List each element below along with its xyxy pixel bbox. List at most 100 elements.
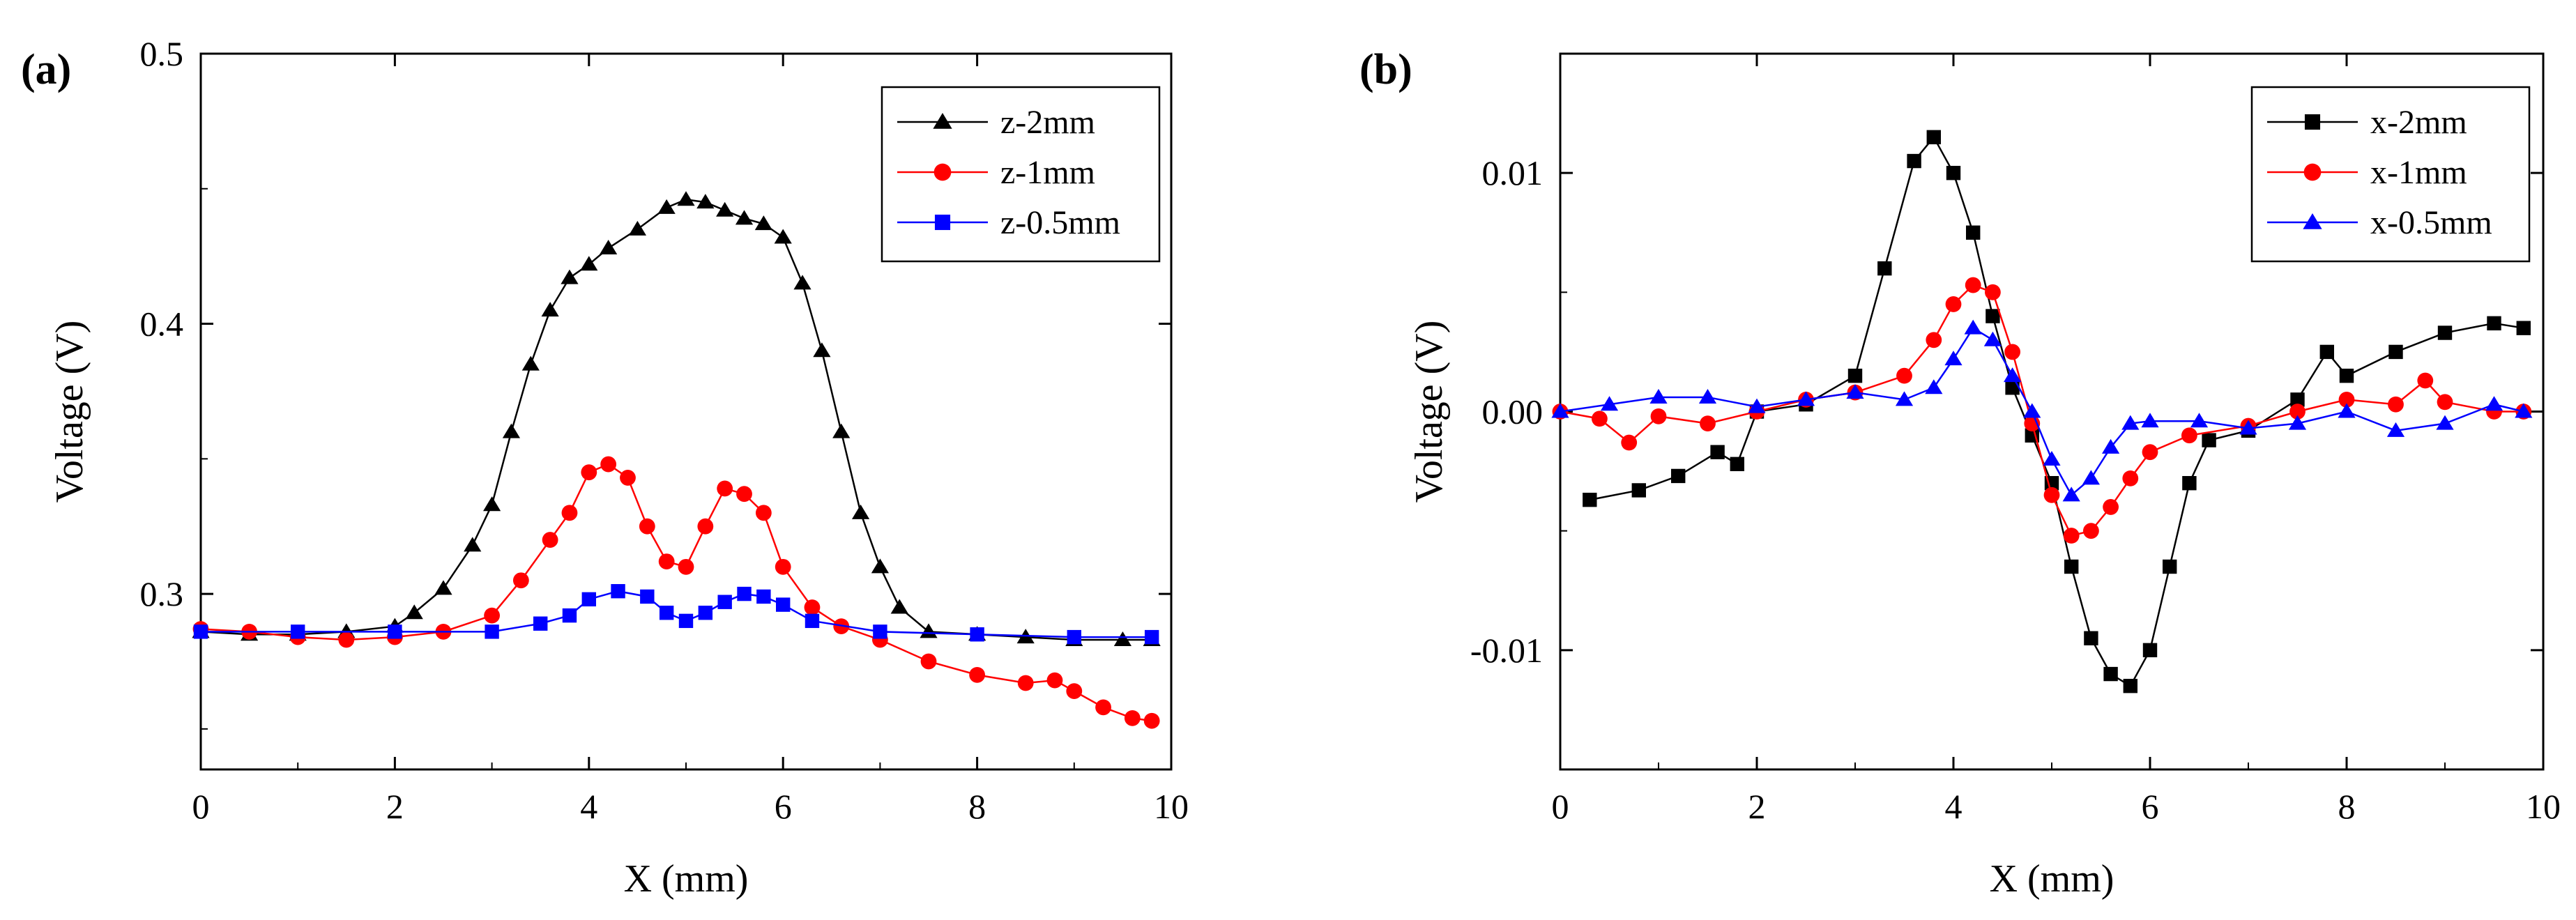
data-point [717,480,733,497]
data-point [2122,470,2139,486]
data-point [2239,420,2257,435]
data-point [804,599,821,615]
y-axis-label: Voltage (V) [48,321,91,503]
data-point [2063,528,2080,544]
data-point [2388,344,2403,360]
data-point [698,606,713,620]
data-point [2516,321,2531,335]
data-point [1631,483,1646,498]
data-point [1710,445,1725,459]
legend-label: z-2mm [1000,104,1095,141]
data-point [735,210,754,225]
data-point [580,256,598,271]
data-point [388,624,402,639]
x-tick-label: 6 [2142,787,2159,826]
data-point [600,240,618,255]
legend-marker [934,214,951,231]
x-axis-label: X (mm) [624,857,749,900]
x-tick-label: 8 [2338,787,2356,826]
data-point [677,191,695,206]
data-point [561,269,579,284]
data-point [1964,319,1982,335]
data-point [291,624,305,639]
data-point [1143,712,1160,729]
data-point [1046,672,1063,689]
data-point [562,608,577,623]
data-point [1925,379,1943,394]
data-point [716,201,734,217]
data-point [581,592,596,607]
data-point [1926,332,1942,348]
data-point [434,580,452,595]
data-point [640,589,655,604]
data-point [775,558,791,575]
legend-label: x-0.5mm [2370,204,2492,241]
data-point [717,595,732,609]
series-z-1mm [192,456,1160,729]
data-point [2084,631,2098,645]
x-tick-label: 2 [386,787,404,826]
data-point [533,616,548,631]
data-point [628,220,646,236]
x-tick-label: 2 [1748,787,1766,826]
y-tick-label: 0.00 [1482,392,1544,431]
data-point [813,342,831,358]
data-point [1592,411,1608,427]
data-point [485,624,499,639]
legend-label: x-2mm [2370,104,2467,141]
data-point [969,666,985,683]
legend-label: z-0.5mm [1000,204,1120,241]
data-point [2005,381,2020,395]
data-point [2487,316,2501,331]
data-point [1649,388,1668,404]
data-point [832,423,851,438]
data-point [1066,683,1083,700]
legend-marker [2303,163,2322,181]
data-point [2436,415,2454,430]
data-point [2290,392,2305,407]
chart-panel-a: (a) 0 2 4 6 8 10 0.3 0.4 0.5 X (mm) Voltage (V) z-2m… [21,34,1189,900]
data-point [1095,699,1111,716]
x-tick-label: 6 [775,787,792,826]
data-point [1583,492,1597,507]
x-tick-label: 10 [2526,787,2561,826]
data-point [2339,368,2354,383]
data-point [611,584,625,599]
data-point [1985,284,2001,300]
x-tick-label: 8 [968,787,986,826]
chart-panel-b: (b) 0 2 4 6 8 10 -0.01 0.00 0.01 X (mm) Voltage (V)… [1359,46,2561,900]
panel-label: (b) [1359,46,1412,93]
data-point [483,496,501,512]
y-tick-label: 0.01 [1482,153,1544,192]
data-point [890,599,908,614]
data-point [512,572,529,589]
data-point [1700,415,1716,432]
data-point [2338,391,2355,408]
data-point [754,215,772,231]
data-point [2417,372,2434,389]
data-point [600,456,617,473]
data-point [1730,457,1744,472]
data-point [678,558,694,575]
data-point [696,194,715,209]
data-point [2121,415,2140,430]
legend: x-2mm x-1mm x-0.5mm [2250,86,2531,263]
legend-box [881,86,1161,263]
x-axis-label: X (mm) [1990,857,2114,900]
data-point [2190,413,2209,428]
data-point [1797,391,1815,406]
data-point [2142,444,2158,461]
data-point [873,624,887,639]
data-point [2004,367,2022,383]
legend-marker [2303,213,2322,229]
data-point [1113,631,1131,646]
legend-marker [933,113,952,129]
data-point [2062,486,2080,502]
data-point [2319,344,2334,360]
data-point [774,229,792,244]
data-point [561,505,578,521]
data-point [2083,523,2099,539]
y-tick-label: -0.01 [1470,631,1543,670]
data-point [920,653,937,670]
